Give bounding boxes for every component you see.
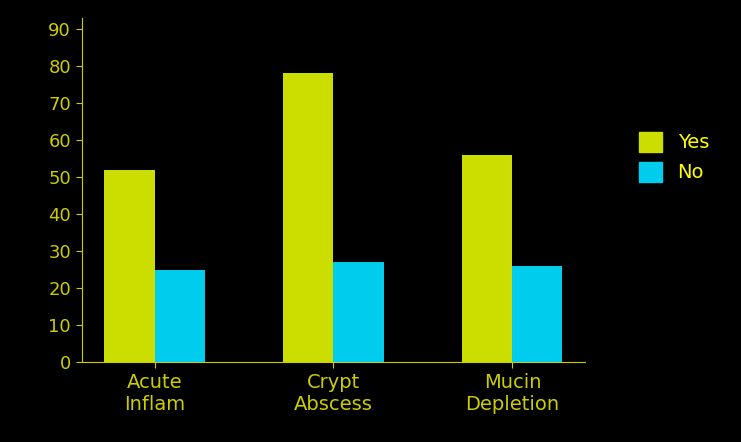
Bar: [283, 73, 333, 362]
Bar: [512, 266, 562, 362]
Legend: Yes, No: Yes, No: [631, 124, 717, 190]
Bar: [155, 270, 205, 362]
Bar: [104, 170, 155, 362]
Bar: [333, 263, 384, 362]
Bar: [462, 155, 512, 362]
